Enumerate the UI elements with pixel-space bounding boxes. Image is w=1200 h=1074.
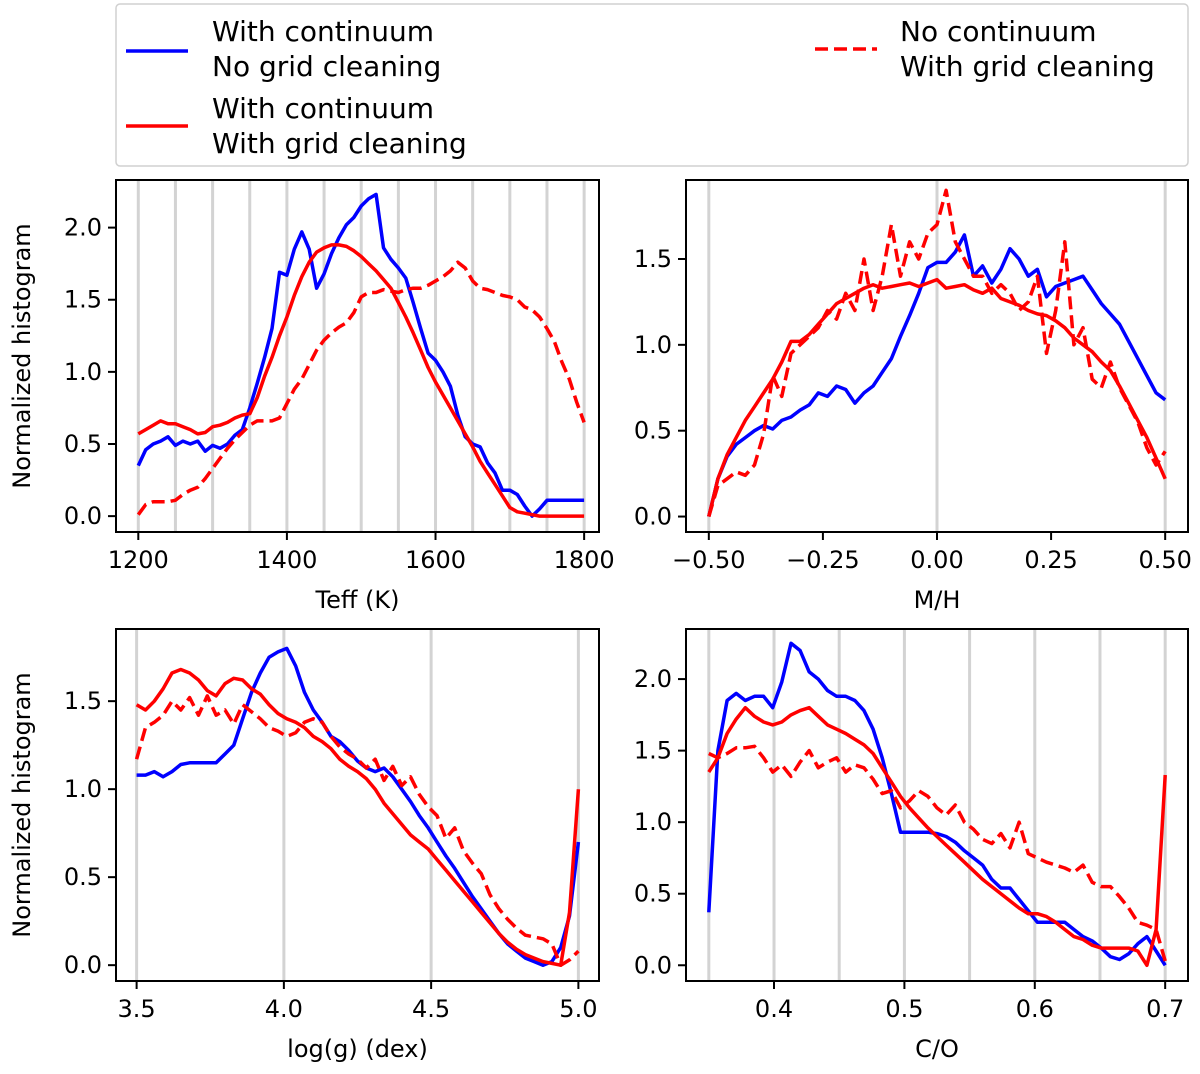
legend-frame bbox=[115, 3, 1189, 167]
teff-x-tick-label: 1200 bbox=[108, 546, 169, 574]
c-to-o-series-2-line bbox=[707, 705, 1167, 968]
teff-axes-frame bbox=[115, 179, 600, 533]
legend-entry-1-line-2: No grid cleaning bbox=[212, 50, 441, 83]
teff-x-tick-label: 1600 bbox=[405, 546, 466, 574]
logg-plot-area bbox=[116, 629, 599, 981]
logg-x-tick-label: 4.0 bbox=[265, 995, 303, 1023]
teff-y-axis-label: Normalized histogram bbox=[8, 223, 36, 488]
c-to-o-axes-frame bbox=[685, 628, 1189, 982]
legend-entry-2-line-2: With grid cleaning bbox=[212, 127, 467, 160]
c-to-o-series-1-line bbox=[707, 641, 1167, 967]
teff-series-2-line bbox=[137, 243, 585, 518]
metallicity-series-2-line bbox=[707, 277, 1167, 517]
metallicity-series-3-line bbox=[707, 188, 1167, 517]
legend-entry-3-line-1: No continuum bbox=[900, 15, 1097, 48]
logg-y-axis-label: Normalized histogram bbox=[8, 672, 36, 937]
logg-y-tick-label: 0.0 bbox=[64, 951, 102, 979]
metallicity-series-group bbox=[707, 188, 1167, 517]
metallicity-series-1-line bbox=[707, 233, 1167, 517]
logg-axes-frame bbox=[115, 628, 600, 982]
panel-logg: 3.5 4.0 4.5 5.0 0.0 0.5 1.0 1.5 log(g) (dex) Norm… bbox=[8, 628, 600, 1063]
c-to-o-x-axis-label: C/O bbox=[915, 1035, 959, 1063]
c-to-o-y-tick-label: 0.0 bbox=[634, 951, 672, 979]
c-to-o-series-group bbox=[707, 641, 1167, 968]
legend-entry-3-line-2: With grid cleaning bbox=[900, 50, 1155, 83]
metallicity-x-axis-label: M/H bbox=[914, 586, 961, 614]
c-to-o-y-tick-label: 1.5 bbox=[634, 737, 672, 765]
teff-y-tick-label: 1.0 bbox=[64, 358, 102, 386]
c-to-o-x-tick-label: 0.4 bbox=[755, 995, 793, 1023]
teff-plot-area bbox=[116, 180, 599, 532]
teff-x-tick-label: 1800 bbox=[554, 546, 615, 574]
metallicity-y-tick-label: 0.5 bbox=[634, 417, 672, 445]
teff-series-3-line bbox=[136, 260, 586, 516]
c-to-o-y-tick-label: 2.0 bbox=[634, 665, 672, 693]
c-to-o-x-tick-label: 0.6 bbox=[1016, 995, 1054, 1023]
logg-y-tick-label: 0.5 bbox=[64, 863, 102, 891]
logg-series-group bbox=[134, 646, 581, 967]
teff-x-tick-label: 1400 bbox=[256, 546, 317, 574]
teff-x-axis-label: Teff (K) bbox=[315, 586, 400, 614]
metallicity-y-tick-label: 0.0 bbox=[634, 503, 672, 531]
metallicity-y-tick-label: 1.0 bbox=[634, 331, 672, 359]
logg-x-axis-label: log(g) (dex) bbox=[287, 1035, 428, 1063]
c-to-o-plot-area bbox=[686, 629, 1188, 981]
teff-series-1-line bbox=[136, 192, 585, 518]
metallicity-x-tick-label: 0.50 bbox=[1138, 546, 1191, 574]
teff-series-group bbox=[136, 192, 586, 518]
metallicity-x-tick-label: 0.00 bbox=[910, 546, 963, 574]
legend: With continuum No grid cleaning With con… bbox=[115, 3, 1189, 167]
c-to-o-y-tick-label: 1.0 bbox=[634, 808, 672, 836]
logg-y-tick-label: 1.0 bbox=[64, 775, 102, 803]
c-to-o-series-3-line bbox=[708, 744, 1167, 962]
c-to-o-x-tick-label: 0.5 bbox=[885, 995, 923, 1023]
metallicity-y-tick-label: 1.5 bbox=[634, 245, 672, 273]
teff-y-tick-label: 1.5 bbox=[64, 286, 102, 314]
c-to-o-y-tick-label: 0.5 bbox=[634, 880, 672, 908]
panel-c-to-o: 0.4 0.5 0.6 0.7 0.0 0.5 1.0 1.5 2.0 C/O bbox=[634, 628, 1189, 1063]
logg-series-2-line bbox=[135, 667, 581, 967]
legend-entry-2-line-1: With continuum bbox=[212, 92, 434, 125]
teff-y-tick-label: 2.0 bbox=[64, 214, 102, 242]
logg-x-tick-label: 3.5 bbox=[118, 995, 156, 1023]
legend-entry-1-line-1: With continuum bbox=[212, 15, 434, 48]
teff-y-tick-label: 0.0 bbox=[64, 502, 102, 530]
logg-x-tick-label: 4.5 bbox=[412, 995, 450, 1023]
metallicity-x-tick-label: −0.50 bbox=[672, 546, 746, 574]
metallicity-x-tick-label: −0.25 bbox=[786, 546, 860, 574]
logg-x-tick-label: 5.0 bbox=[559, 995, 597, 1023]
c-to-o-x-tick-label: 0.7 bbox=[1146, 995, 1184, 1023]
metallicity-x-tick-label: 0.25 bbox=[1024, 546, 1077, 574]
panel-teff: 1200 1400 1600 1800 0.0 0.5 1.0 1.5 2.0 Teff (K) N… bbox=[8, 179, 615, 614]
logg-y-tick-label: 1.5 bbox=[64, 687, 102, 715]
panel-metallicity: −0.50 −0.25 0.00 0.25 0.50 0.0 0.5 1.0 1.5 M/H bbox=[634, 179, 1192, 614]
teff-y-tick-label: 0.5 bbox=[64, 430, 102, 458]
